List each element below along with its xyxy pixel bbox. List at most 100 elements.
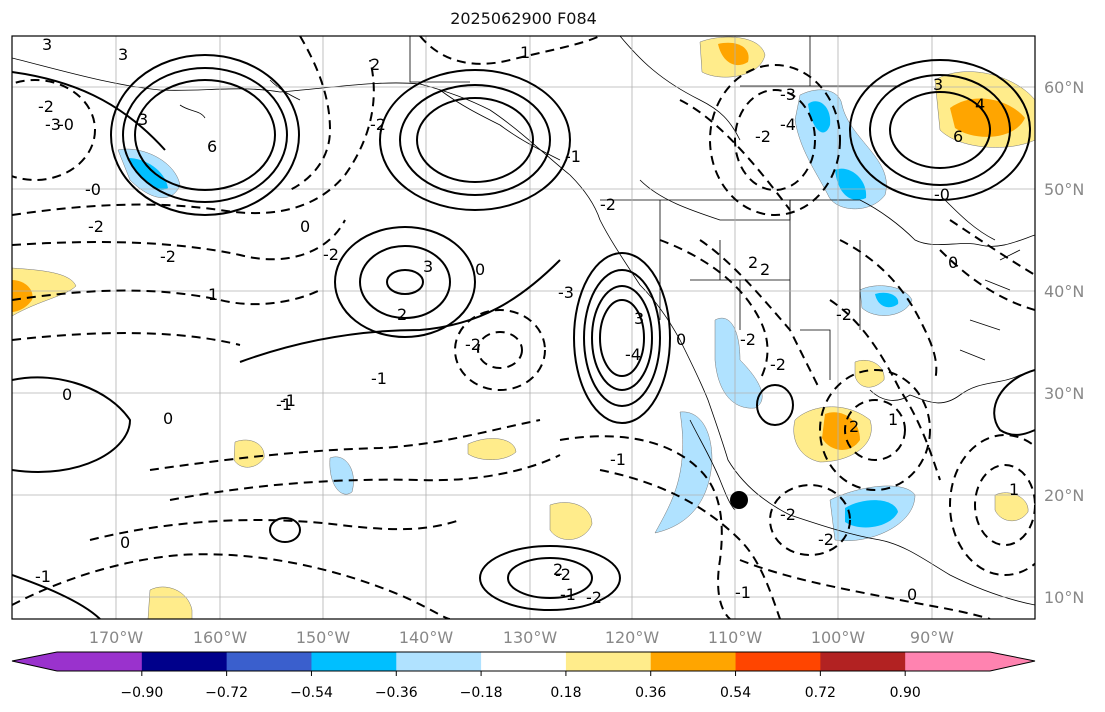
contour-label: 0 xyxy=(300,217,310,236)
colorbar-tick-label: −0.54 xyxy=(290,685,333,701)
colorbar-segment xyxy=(650,652,737,671)
colorbar-segment xyxy=(141,652,228,671)
colorbar-tick-label: −0.18 xyxy=(460,685,503,701)
contour-label: 2 xyxy=(849,417,859,436)
contour-label: 3 xyxy=(118,45,128,64)
contour-label: 2 xyxy=(760,260,770,279)
colorbar-extend-max xyxy=(990,652,1035,671)
positive-anomaly-area xyxy=(994,492,1029,521)
contour-label: 2 xyxy=(397,305,407,324)
lat-label: 40°N xyxy=(1044,282,1084,301)
contour-label: -3 xyxy=(45,115,61,134)
contour-label: -1 xyxy=(371,369,387,388)
contour-label: -0 xyxy=(58,115,74,134)
latitude-labels: 60°N 50°N 40°N 30°N 20°N 10°N xyxy=(1044,78,1084,607)
negative-anomaly-core xyxy=(845,500,898,528)
lon-label: 160°W xyxy=(193,628,248,647)
lon-label: 110°W xyxy=(708,628,763,647)
positive-anomaly-core xyxy=(718,42,749,66)
contour-label: 2 xyxy=(553,560,563,579)
lon-label: 140°W xyxy=(399,628,454,647)
contour-label: -2 xyxy=(555,565,571,584)
colorbar-segment xyxy=(565,652,652,671)
positive-contours xyxy=(12,54,1035,619)
contour-label: 1 xyxy=(888,410,898,429)
lon-label: 170°W xyxy=(89,628,144,647)
colorbar-tick-label: −0.72 xyxy=(205,685,248,701)
contour-label: -2 xyxy=(160,247,176,266)
colorbar-tick-label: 0.36 xyxy=(635,685,666,701)
contour-label: 0 xyxy=(907,585,917,604)
contour-label: -1 xyxy=(565,147,581,166)
contour-label: 3 xyxy=(138,110,148,129)
negative-contours xyxy=(12,36,1035,619)
contour-label: 1 xyxy=(1009,480,1019,499)
colorbar-extend-min xyxy=(12,652,57,671)
lat-label: 10°N xyxy=(1044,588,1084,607)
lat-label: 60°N xyxy=(1044,78,1084,97)
colorbar-segment xyxy=(57,652,143,671)
contour-label: -2 xyxy=(600,195,616,214)
anomaly-fills xyxy=(12,36,1035,619)
contour-label: -1 xyxy=(610,450,626,469)
contour-label: -2 xyxy=(370,115,386,134)
contour-label: -0 xyxy=(85,180,101,199)
contour-label: -4 xyxy=(625,345,641,364)
contour-label: 3 xyxy=(42,35,52,54)
contour-label: 3 xyxy=(634,309,644,328)
lon-label: 90°W xyxy=(910,628,954,647)
contour-label: -2 xyxy=(38,97,54,116)
negative-anomaly-area xyxy=(329,456,354,495)
contour-label: 1 xyxy=(208,285,218,304)
contour-label: -2 xyxy=(465,335,481,354)
positive-anomaly-core xyxy=(822,412,860,450)
contour-label: -2 xyxy=(780,505,796,524)
negative-anomaly-core xyxy=(835,168,867,200)
colorbar-segment xyxy=(226,652,312,671)
contour-label: -2 xyxy=(770,355,786,374)
lon-label: 150°W xyxy=(296,628,351,647)
colorbar: −0.90 −0.72 −0.54 −0.36 −0.18 0.18 0.36 0.54 0.7… xyxy=(11,651,1036,701)
contour-label: -3 xyxy=(558,283,574,302)
contour-label: 0 xyxy=(120,533,130,552)
colorbar-tick-label: 0.18 xyxy=(550,685,581,701)
contour-labels: 3-2-0-06-213-32-23-2 -4346-01-1-2-30-20-1… xyxy=(35,35,1019,607)
lat-label: 50°N xyxy=(1044,180,1084,199)
positive-anomaly-area xyxy=(854,360,885,388)
contour-label: 6 xyxy=(207,137,217,156)
contour-label: 1 xyxy=(520,43,530,62)
lat-label: 20°N xyxy=(1044,486,1084,505)
longitude-labels: 170°W 160°W 150°W 140°W 130°W 120°W 110°… xyxy=(89,628,954,647)
lat-label: 30°N xyxy=(1044,384,1084,403)
contour-label: 0 xyxy=(163,409,173,428)
contour-label: 2 xyxy=(370,55,380,74)
contour-label: 3 xyxy=(933,75,943,94)
contour-label: -1 xyxy=(280,391,296,410)
colorbar-segment xyxy=(396,652,482,671)
colorbar-segment xyxy=(820,652,906,671)
lon-label: 120°W xyxy=(605,628,660,647)
contour-label: 2 xyxy=(748,253,758,272)
negative-anomaly-core xyxy=(875,292,899,308)
contour-label: 0 xyxy=(676,330,686,349)
contour-label: -3 xyxy=(780,85,796,104)
positive-anomaly-area xyxy=(467,438,517,460)
colorbar-tick-label: −0.36 xyxy=(375,685,418,701)
contour-label: -1 xyxy=(560,585,576,604)
colorbar-segment xyxy=(905,652,991,671)
contour-label: -4 xyxy=(780,115,796,134)
contour-label: -2 xyxy=(755,127,771,146)
negative-anomaly-core xyxy=(128,158,168,190)
lon-label: 100°W xyxy=(811,628,866,647)
contour-label: 4 xyxy=(975,95,985,114)
positive-anomaly-area xyxy=(147,586,193,619)
contour-label: -2 xyxy=(88,217,104,236)
contour-label: 0 xyxy=(948,253,958,272)
positive-anomaly-core xyxy=(12,280,33,312)
contour-label: -1 xyxy=(276,395,292,414)
positive-anomaly-area xyxy=(233,439,265,468)
contour-label: -0 xyxy=(934,185,950,204)
plot-title: 2025062900 F084 xyxy=(450,9,597,28)
contour-label: -2 xyxy=(740,330,756,349)
negative-anomaly-core xyxy=(808,101,831,133)
